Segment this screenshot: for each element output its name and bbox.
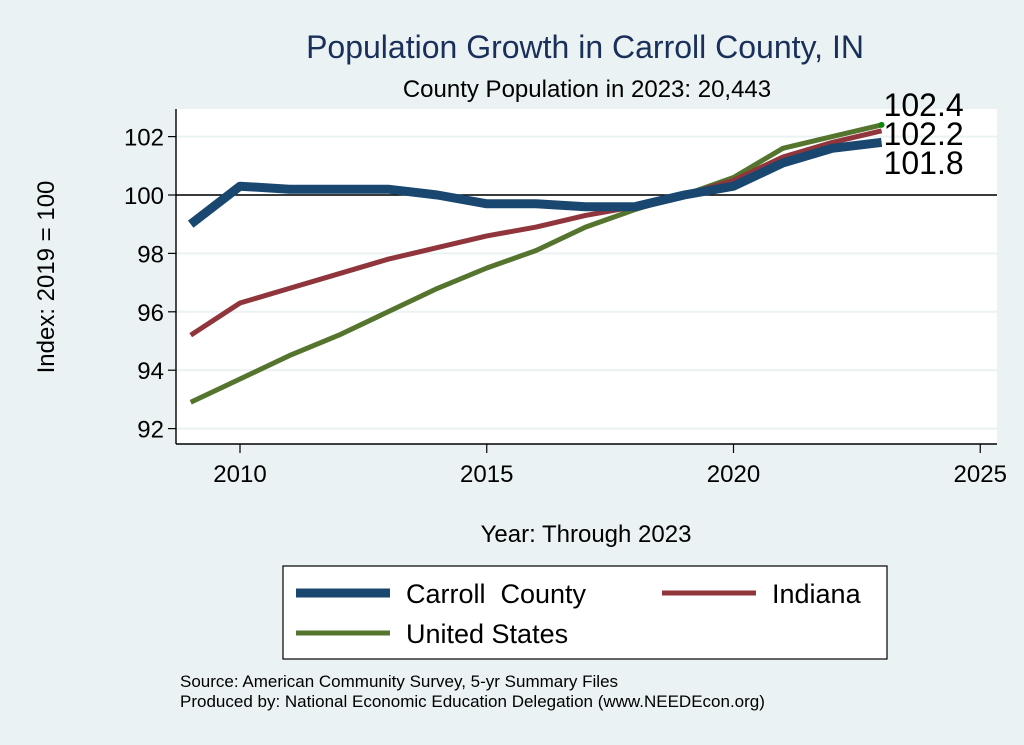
source-note: Source: American Community Survey, 5-yr … (180, 672, 618, 691)
end-label: 102.2 (884, 116, 964, 152)
y-tick-label: 92 (137, 417, 164, 444)
y-axis-title: Index: 2019 = 100 (33, 181, 60, 374)
legend-label-united-states: United States (406, 619, 568, 649)
legend: Carroll County Indiana United States (282, 565, 888, 660)
y-tick-label: 102 (124, 125, 164, 152)
y-tick-label: 100 (124, 183, 164, 210)
plot-area (176, 109, 997, 444)
end-label: 102.4 (884, 87, 964, 123)
end-label: 101.8 (884, 145, 964, 181)
y-tick-label: 94 (137, 358, 164, 385)
legend-box (282, 565, 888, 660)
y-tick-label: 98 (137, 241, 164, 268)
x-tick-label: 2025 (954, 461, 1007, 488)
end-marker-united-states (878, 121, 885, 128)
x-axis-title: Year: Through 2023 (481, 521, 692, 548)
producer-note: Produced by: National Economic Education… (180, 692, 765, 711)
legend-label-carroll-county: Carroll County (406, 579, 587, 609)
x-tick-label: 2015 (460, 461, 513, 488)
x-tick-label: 2020 (707, 461, 760, 488)
chart-subtitle: County Population in 2023: 20,443 (403, 76, 771, 103)
y-tick-label: 96 (137, 300, 164, 327)
legend-label-indiana: Indiana (772, 579, 862, 609)
chart-title: Population Growth in Carroll County, IN (306, 29, 864, 65)
x-tick-label: 2010 (213, 461, 266, 488)
